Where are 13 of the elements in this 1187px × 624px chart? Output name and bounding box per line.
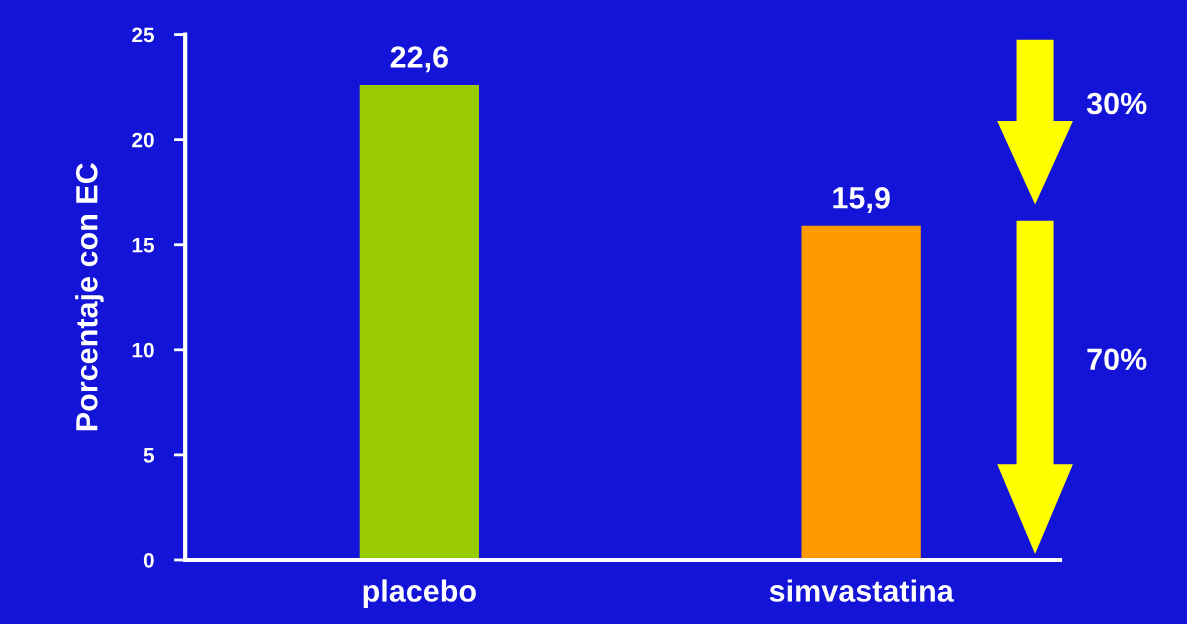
data-label: 22,6 xyxy=(390,46,448,73)
y-tick-label: 15 xyxy=(132,237,155,253)
y-axis-title: Porcentaje con EC xyxy=(75,163,104,431)
y-tick-label: 10 xyxy=(132,342,154,358)
y-tick-label: 25 xyxy=(132,27,155,43)
text: 70% xyxy=(1087,348,1147,371)
x-tick-label: simvastatina xyxy=(769,579,954,602)
text: 30% xyxy=(1086,92,1147,115)
data-label: 15,9 xyxy=(833,187,890,214)
x-tick-label: placebo xyxy=(363,579,476,608)
y-tick-label: 0 xyxy=(143,552,154,568)
y-tick-label: 5 xyxy=(143,448,155,463)
y-tick-label: 20 xyxy=(132,132,154,148)
